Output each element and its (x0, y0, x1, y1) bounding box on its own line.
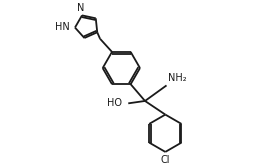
Text: HO: HO (107, 98, 122, 108)
Text: Cl: Cl (161, 155, 170, 165)
Text: N: N (77, 2, 85, 12)
Text: HN: HN (55, 22, 70, 32)
Text: NH₂: NH₂ (168, 73, 187, 83)
